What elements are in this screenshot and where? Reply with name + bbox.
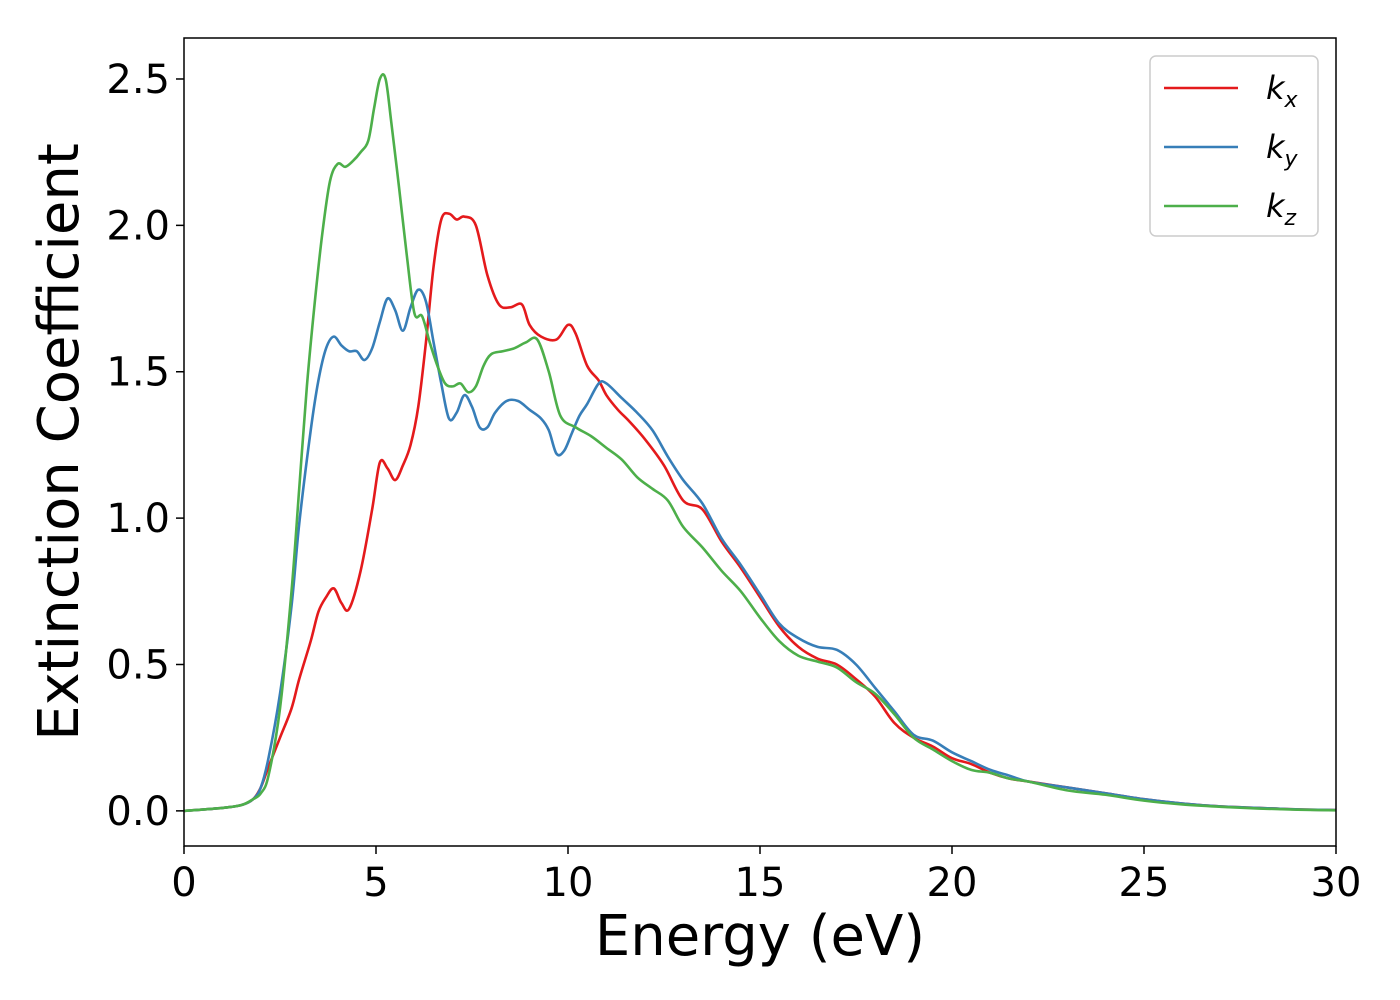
y-tick-label: 2.5 [106, 57, 170, 103]
y-axis-ticks: 0.0 0.5 1.0 1.5 2.0 2.5 [106, 57, 184, 835]
plot-area [184, 38, 1336, 846]
y-tick-label: 1.5 [106, 350, 170, 396]
y-axis-title: Extinction Coefficient [27, 143, 92, 741]
legend-entries: kx ky kz [1164, 69, 1299, 231]
x-axis-title: Energy (eV) [595, 904, 925, 969]
x-tick-label: 0 [171, 860, 196, 906]
series-line-ky [183, 288, 1337, 813]
legend-label-ky: ky [1266, 128, 1299, 172]
series-line-kx [183, 211, 1337, 813]
x-tick-label: 5 [363, 860, 388, 906]
x-tick-label: 20 [927, 860, 978, 906]
y-tick-label: 1.0 [106, 496, 170, 542]
x-tick-label: 30 [1311, 860, 1362, 906]
series-line-kz [183, 73, 1337, 813]
y-tick-label: 2.0 [106, 203, 170, 249]
x-tick-label: 15 [735, 860, 786, 906]
x-tick-label: 25 [1119, 860, 1170, 906]
legend-label-kx: kx [1266, 69, 1299, 113]
legend: kx ky kz [1149, 55, 1319, 237]
series-layer [183, 73, 1337, 813]
x-axis-ticks: 0 5 10 15 20 25 30 [171, 846, 1361, 906]
x-tick-label: 10 [543, 860, 594, 906]
y-tick-label: 0.5 [106, 642, 170, 688]
y-tick-label: 0.0 [106, 789, 170, 835]
legend-label-kz: kz [1266, 187, 1297, 231]
